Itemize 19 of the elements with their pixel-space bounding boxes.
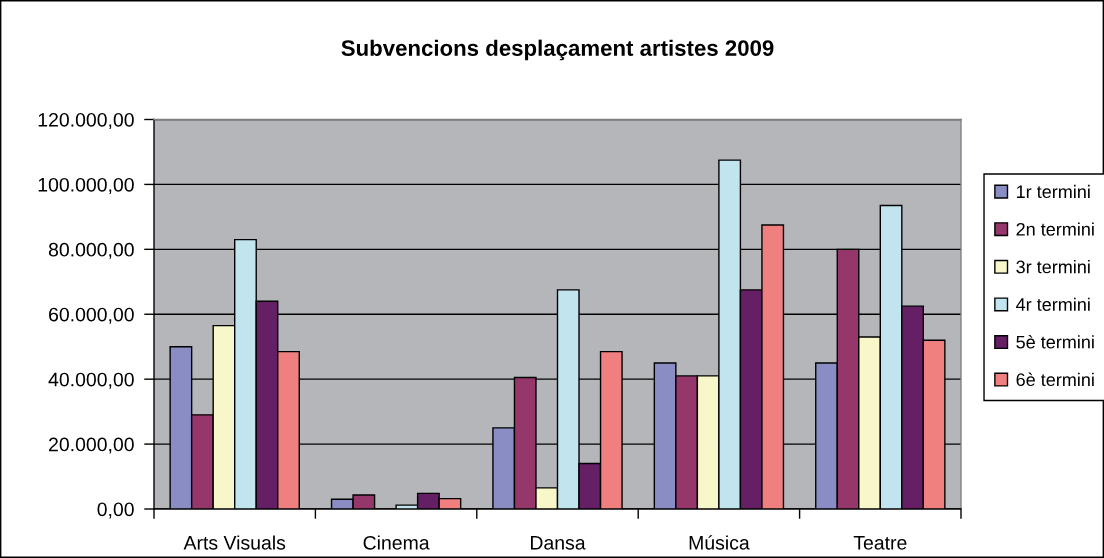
- x-tick-label: Cinema: [363, 535, 430, 550]
- x-tick-label: Arts Visuals: [183, 535, 286, 550]
- legend-label: 4r termini: [1016, 297, 1090, 311]
- legend-label: 6è termini: [1016, 372, 1094, 387]
- y-tick-label: 120.000,00: [38, 112, 134, 130]
- x-tick-label: Música: [689, 535, 750, 550]
- legend-label: 5è termini: [1016, 335, 1094, 349]
- legend-label: 1r termini: [1017, 184, 1090, 199]
- legend-label: 2n termini: [1016, 222, 1094, 236]
- x-tick-label: Dansa: [530, 536, 586, 550]
- legend-label: 3r termini: [1016, 260, 1090, 274]
- y-tick-label: 80.000,00: [48, 242, 134, 259]
- y-tick-label: 60.000,00: [49, 307, 134, 324]
- y-tick-label: 20.000,00: [49, 437, 134, 454]
- y-tick-label: 100.000,00: [38, 177, 134, 194]
- y-tick-label: 40.000,00: [48, 372, 134, 389]
- y-tick-label: 0,00: [97, 502, 134, 519]
- chart-title: Subvencions desplaçament artistes 2009: [341, 39, 774, 61]
- x-tick-label: Teatre: [853, 536, 907, 550]
